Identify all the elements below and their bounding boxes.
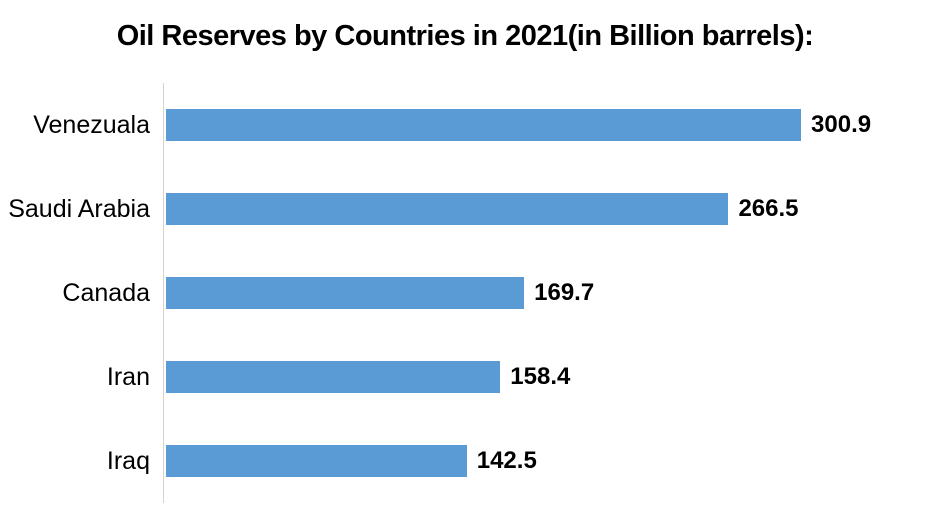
value-label: 266.5 xyxy=(738,195,799,222)
category-label: Saudi Arabia xyxy=(8,194,150,223)
category-label: Canada xyxy=(62,278,150,307)
value-label: 158.4 xyxy=(510,363,571,390)
bar-area: 266.5 xyxy=(163,167,930,251)
bar xyxy=(166,445,467,477)
plot-area: Venezuala 300.9 Saudi Arabia 266.5 Canada 169… xyxy=(0,83,930,503)
bar-row: Iraq 142.5 xyxy=(0,419,930,503)
chart-title: Oil Reserves by Countries in 2021(in Bil… xyxy=(116,20,814,52)
bar-area: 300.9 xyxy=(163,83,930,167)
bar-row: Iran 158.4 xyxy=(0,335,930,419)
bar-area: 158.4 xyxy=(163,335,930,419)
value-label: 300.9 xyxy=(811,111,872,138)
category-label: Iraq xyxy=(106,446,150,475)
bar-row: Venezuala 300.9 xyxy=(0,83,930,167)
bar xyxy=(166,109,802,141)
bar-row: Canada 169.7 xyxy=(0,251,930,335)
value-label: 169.7 xyxy=(534,279,595,306)
category-label: Iran xyxy=(106,362,150,391)
bar xyxy=(166,277,525,309)
bar-area: 142.5 xyxy=(163,419,930,503)
category-label: Venezuala xyxy=(33,110,150,139)
bar xyxy=(166,361,501,393)
bar-area: 169.7 xyxy=(163,251,930,335)
value-label: 142.5 xyxy=(476,447,537,474)
bar xyxy=(166,193,729,225)
bar-row: Saudi Arabia 266.5 xyxy=(0,167,930,251)
